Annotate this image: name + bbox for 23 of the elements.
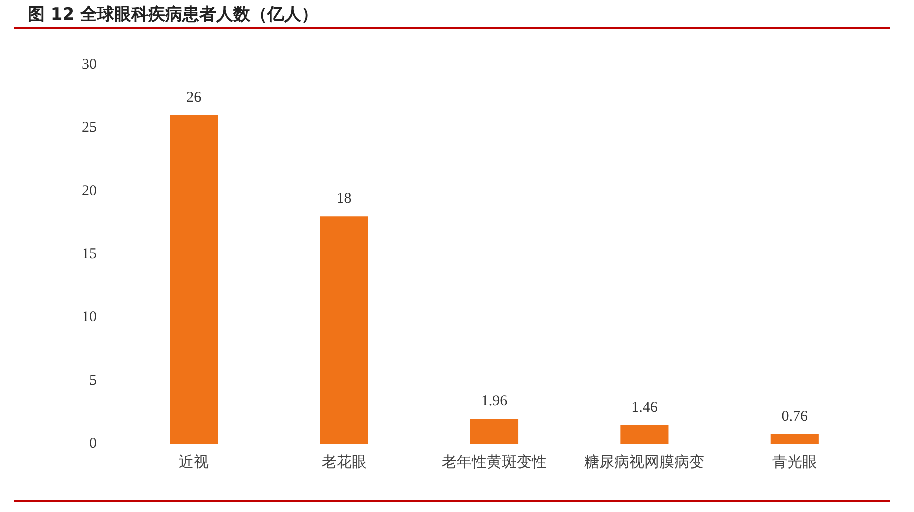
x-tick-label: 青光眼 xyxy=(772,452,818,471)
x-tick-label: 老花眼 xyxy=(322,452,367,471)
y-tick-label: 25 xyxy=(82,120,97,136)
x-tick-label: 老年性黄斑变性 xyxy=(442,452,547,471)
x-tick-label: 糖尿病视网膜病变 xyxy=(584,452,705,471)
y-tick-label: 30 xyxy=(82,56,97,73)
bar xyxy=(320,216,368,444)
bar xyxy=(770,434,819,444)
bar xyxy=(620,426,669,444)
data-label: 26 xyxy=(186,90,202,106)
data-label: 1.96 xyxy=(481,394,508,410)
y-tick-label: 15 xyxy=(82,246,97,262)
bar xyxy=(470,419,519,444)
y-tick-label: 0 xyxy=(90,436,97,452)
data-label: 0.76 xyxy=(782,408,809,425)
x-tick-label: 近视 xyxy=(179,452,210,471)
y-tick-label: 20 xyxy=(82,183,97,200)
y-tick-label: 10 xyxy=(82,310,97,326)
data-label: 18 xyxy=(336,191,352,208)
chart-title: 图 12 全球眼科疾病患者人数（亿人） xyxy=(28,4,318,26)
bar xyxy=(170,116,218,444)
data-label: 1.46 xyxy=(632,400,658,416)
y-tick-label: 5 xyxy=(90,372,97,389)
